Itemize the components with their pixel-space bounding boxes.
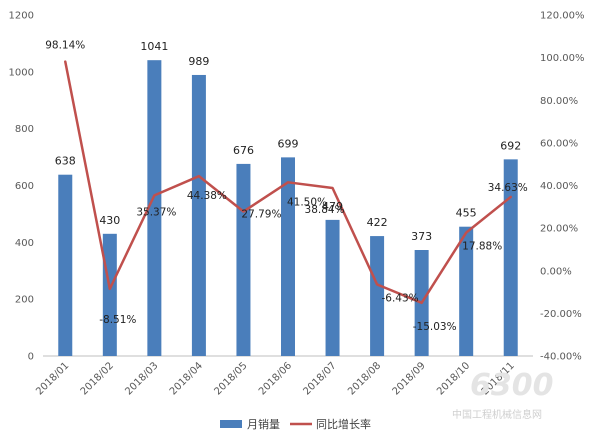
bar bbox=[281, 157, 295, 356]
y-tick-label: 1200 bbox=[9, 11, 34, 22]
bar bbox=[191, 74, 206, 356]
y-tick-label: 400 bbox=[15, 238, 34, 249]
bar bbox=[325, 219, 340, 356]
bar bbox=[102, 233, 117, 356]
bar bbox=[503, 159, 518, 356]
y2-tick-label: 100.00% bbox=[540, 53, 585, 64]
bar-data-label: 373 bbox=[411, 230, 432, 243]
legend-label-bar: 月销量 bbox=[247, 417, 280, 431]
y2-tick-label: 60.00% bbox=[540, 138, 578, 149]
bar-data-label: 479 bbox=[322, 200, 343, 213]
bar bbox=[370, 236, 385, 356]
x-tick-label: 2018/05 bbox=[212, 360, 249, 397]
bar-data-label: 430 bbox=[99, 214, 120, 227]
line-data-label: 41.50% bbox=[287, 196, 327, 208]
y2-tick-label: 80.00% bbox=[540, 96, 578, 107]
bar-data-label: 699 bbox=[278, 137, 299, 150]
x-tick-label: 2018/07 bbox=[302, 360, 339, 397]
x-tick-label: 2018/04 bbox=[168, 360, 205, 397]
x-tick-label: 2018/09 bbox=[391, 360, 428, 397]
line-data-label: 44.38% bbox=[187, 190, 227, 202]
x-tick-label: 2018/01 bbox=[34, 360, 71, 397]
y2-tick-label: 20.00% bbox=[540, 224, 578, 235]
x-tick-label: 2018/10 bbox=[435, 360, 472, 397]
line-data-label: 34.63% bbox=[488, 182, 528, 194]
bar-data-label: 1041 bbox=[140, 40, 168, 53]
bar-data-label: 676 bbox=[233, 144, 254, 157]
bar-data-label: 989 bbox=[188, 55, 209, 68]
y-tick-label: 200 bbox=[15, 295, 34, 306]
legend-label-line: 同比增长率 bbox=[316, 417, 371, 431]
y-tick-label: 0 bbox=[28, 352, 34, 363]
watermark-site-name: 中国工程机械信息网 bbox=[452, 408, 542, 421]
line-data-label: 17.88% bbox=[462, 241, 502, 253]
line-data-label: 27.79% bbox=[241, 209, 281, 221]
y-tick-label: 600 bbox=[15, 181, 34, 192]
growth-rate-line bbox=[64, 60, 512, 305]
y2-tick-label: -40.00% bbox=[540, 352, 582, 363]
x-tick-label: 2018/03 bbox=[123, 360, 160, 397]
bar-data-label: 455 bbox=[456, 207, 477, 220]
x-tick-label: 2018/06 bbox=[257, 360, 294, 397]
line-data-label: -8.51% bbox=[99, 314, 136, 326]
line-data-label: -6.43% bbox=[382, 292, 419, 304]
line-data-label: 35.37% bbox=[136, 206, 176, 218]
y-tick-label: 800 bbox=[15, 124, 34, 135]
y-tick-label: 1000 bbox=[9, 67, 34, 78]
line-data-label: 38.84% bbox=[305, 204, 345, 216]
legend-swatch-bar bbox=[220, 420, 242, 428]
watermark-logo: 6300 bbox=[470, 368, 554, 403]
line-data-label: -15.03% bbox=[413, 321, 457, 333]
y2-tick-label: -20.00% bbox=[540, 309, 582, 320]
bar-data-label: 638 bbox=[55, 155, 76, 168]
y2-tick-label: 120.00% bbox=[540, 11, 585, 22]
bar bbox=[236, 163, 251, 356]
bar-data-label: 692 bbox=[500, 139, 521, 152]
x-tick-label: 2018/02 bbox=[79, 360, 116, 397]
bar-data-label: 422 bbox=[367, 216, 388, 229]
x-tick-label: 2018/08 bbox=[346, 360, 383, 397]
line-data-label: 98.14% bbox=[45, 40, 85, 52]
y2-tick-label: 0.00% bbox=[540, 266, 572, 277]
y2-tick-label: 40.00% bbox=[540, 181, 578, 192]
bar bbox=[459, 226, 474, 356]
bar bbox=[147, 60, 162, 357]
bar bbox=[58, 174, 73, 356]
